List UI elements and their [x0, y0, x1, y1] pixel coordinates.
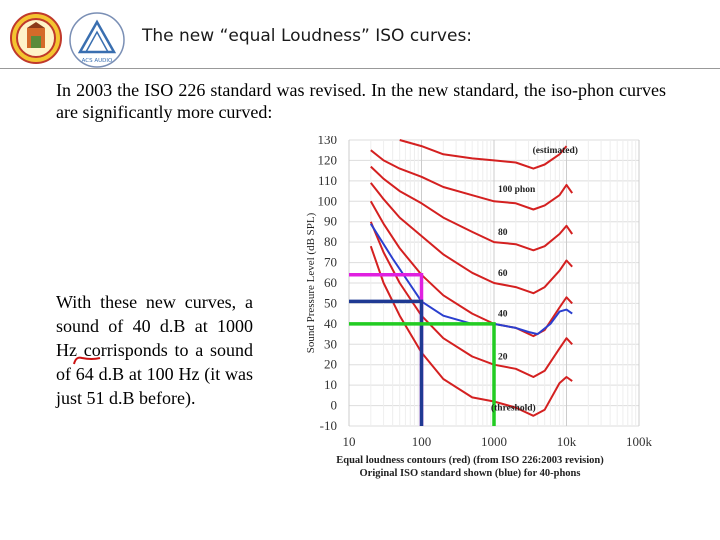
logo2-text: ACS AUDIO	[82, 58, 113, 64]
side-paragraph: With these new curves, a sound of 40 d.B…	[56, 290, 253, 410]
acoustics-triangle-logo: ACS AUDIO	[69, 12, 125, 68]
y-tick-label: 100	[318, 193, 338, 208]
curve-60-phon	[370, 182, 573, 295]
chart-grid	[348, 139, 640, 427]
curve-label: (estimated)	[533, 145, 578, 156]
intro-paragraph: In 2003 the ISO 226 standard was revised…	[56, 80, 666, 122]
y-tick-label: 130	[318, 136, 338, 147]
curve-label: 60	[498, 269, 508, 279]
y-tick-label: 80	[324, 234, 337, 249]
side-text-highlight: 64 d.B	[72, 356, 124, 384]
curve-estimated-120	[399, 139, 568, 170]
x-tick-label: 10	[343, 434, 356, 449]
y-tick-label: 30	[324, 336, 337, 351]
chart-curve-labels: (estimated) 100 phon 80 60 40 20 (threshold)	[491, 145, 578, 413]
title-divider	[0, 68, 720, 69]
marker-green	[349, 322, 496, 426]
university-seal-logo	[10, 12, 62, 64]
red-underline-mark	[72, 356, 101, 365]
curve-label: 20	[498, 353, 508, 363]
y-tick-label: 60	[324, 275, 337, 290]
curve-label: 40	[498, 310, 508, 320]
y-tick-label: 120	[318, 152, 338, 167]
curve-100-phon	[370, 149, 574, 211]
y-tick-label: 50	[324, 295, 337, 310]
y-tick-label: -10	[320, 418, 337, 433]
caption-line-1: Equal loudness contours (red) (from ISO …	[336, 455, 604, 466]
curve-80-phon	[370, 165, 574, 252]
y-tick-label: 20	[324, 357, 337, 372]
x-tick-label: 1000	[481, 434, 507, 449]
curve-label: (threshold)	[491, 403, 536, 414]
x-tick-label: 100k	[626, 434, 653, 449]
y-tick-label: 90	[324, 214, 337, 229]
y-tick-label: 0	[331, 398, 338, 413]
side-text-part-3: at 100 Hz (it was just 51 d.B before).	[56, 364, 254, 408]
x-tick-label: 10k	[557, 434, 577, 449]
x-tick-label: 100	[412, 434, 432, 449]
chart-markers	[349, 273, 496, 426]
y-tick-label: 70	[324, 255, 337, 270]
curve-label: 80	[498, 228, 508, 238]
slide-title: The new “equal Loudness” ISO curves:	[142, 26, 473, 46]
marker-navy	[349, 299, 424, 426]
y-tick-label: 10	[324, 377, 337, 392]
curve-label: 100 phon	[498, 185, 536, 195]
y-axis-label: Sound Pressure Level (dB SPL)	[305, 212, 317, 353]
y-tick-label: 40	[324, 316, 337, 331]
side-text-part-1: With these new curves, a sound of 40 d.B…	[56, 292, 253, 384]
y-tick-label: 110	[318, 173, 337, 188]
caption-line-2: Original ISO standard shown (blue) for 4…	[360, 468, 581, 479]
